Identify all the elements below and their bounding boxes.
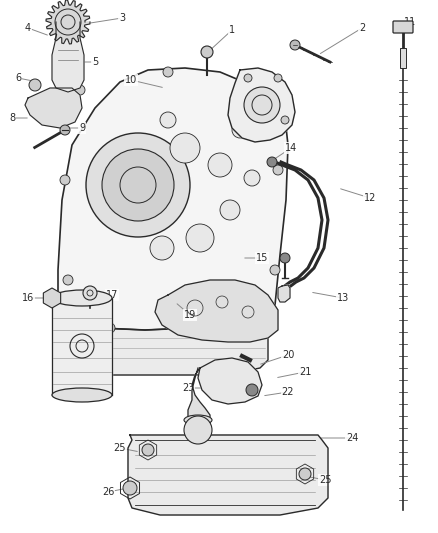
Polygon shape bbox=[188, 368, 210, 432]
Circle shape bbox=[220, 200, 240, 220]
Circle shape bbox=[273, 165, 283, 175]
Polygon shape bbox=[198, 358, 262, 404]
Circle shape bbox=[170, 133, 200, 163]
Text: 24: 24 bbox=[346, 433, 358, 443]
Text: 2: 2 bbox=[359, 23, 365, 33]
Circle shape bbox=[160, 112, 176, 128]
Circle shape bbox=[86, 133, 190, 237]
Circle shape bbox=[290, 40, 300, 50]
Text: 20: 20 bbox=[282, 350, 294, 360]
Circle shape bbox=[184, 416, 212, 444]
Circle shape bbox=[244, 87, 280, 123]
Bar bbox=[400, 48, 406, 68]
Circle shape bbox=[163, 67, 173, 77]
Text: 25: 25 bbox=[114, 443, 126, 453]
Text: 26: 26 bbox=[102, 487, 114, 497]
Circle shape bbox=[246, 384, 258, 396]
Circle shape bbox=[280, 253, 290, 263]
Circle shape bbox=[270, 265, 280, 275]
Text: 14: 14 bbox=[285, 143, 297, 153]
Circle shape bbox=[201, 46, 213, 58]
Text: 22: 22 bbox=[282, 387, 294, 397]
Text: 23: 23 bbox=[182, 383, 194, 393]
Text: 4: 4 bbox=[25, 23, 31, 33]
Ellipse shape bbox=[52, 388, 112, 402]
Polygon shape bbox=[155, 280, 278, 342]
Text: 11: 11 bbox=[404, 17, 416, 27]
Text: 10: 10 bbox=[125, 75, 137, 85]
Text: 1: 1 bbox=[229, 25, 235, 35]
Circle shape bbox=[150, 236, 174, 260]
Circle shape bbox=[83, 286, 97, 300]
Circle shape bbox=[208, 153, 232, 177]
Polygon shape bbox=[52, 22, 84, 92]
Circle shape bbox=[281, 116, 289, 124]
Text: 16: 16 bbox=[22, 293, 34, 303]
Circle shape bbox=[102, 149, 174, 221]
Circle shape bbox=[63, 275, 73, 285]
Circle shape bbox=[235, 313, 245, 323]
Text: 25: 25 bbox=[319, 475, 331, 485]
Text: 18: 18 bbox=[96, 337, 108, 347]
Circle shape bbox=[105, 323, 115, 333]
Circle shape bbox=[274, 74, 282, 82]
Polygon shape bbox=[228, 68, 295, 142]
Circle shape bbox=[232, 122, 248, 138]
Polygon shape bbox=[128, 435, 328, 515]
Polygon shape bbox=[278, 285, 290, 302]
Ellipse shape bbox=[184, 415, 212, 425]
Circle shape bbox=[60, 175, 70, 185]
Text: 19: 19 bbox=[184, 310, 196, 320]
Polygon shape bbox=[46, 0, 90, 44]
Polygon shape bbox=[58, 68, 288, 330]
Circle shape bbox=[123, 481, 137, 495]
Text: 13: 13 bbox=[337, 293, 349, 303]
Text: 9: 9 bbox=[79, 123, 85, 133]
Circle shape bbox=[244, 170, 260, 186]
Circle shape bbox=[186, 224, 214, 252]
Ellipse shape bbox=[52, 290, 112, 306]
FancyBboxPatch shape bbox=[393, 21, 413, 33]
Text: 3: 3 bbox=[119, 13, 125, 23]
Text: 5: 5 bbox=[92, 57, 98, 67]
Circle shape bbox=[299, 468, 311, 480]
Text: 6: 6 bbox=[15, 73, 21, 83]
Circle shape bbox=[75, 85, 85, 95]
Circle shape bbox=[244, 74, 252, 82]
Circle shape bbox=[29, 79, 41, 91]
Circle shape bbox=[243, 93, 253, 103]
Polygon shape bbox=[52, 298, 112, 395]
Circle shape bbox=[142, 444, 154, 456]
Polygon shape bbox=[25, 88, 82, 128]
Text: 15: 15 bbox=[256, 253, 268, 263]
Text: 21: 21 bbox=[299, 367, 311, 377]
Text: 12: 12 bbox=[364, 193, 376, 203]
Circle shape bbox=[60, 125, 70, 135]
Circle shape bbox=[267, 157, 277, 167]
Text: 17: 17 bbox=[106, 290, 118, 300]
Polygon shape bbox=[58, 315, 268, 375]
Text: 8: 8 bbox=[9, 113, 15, 123]
